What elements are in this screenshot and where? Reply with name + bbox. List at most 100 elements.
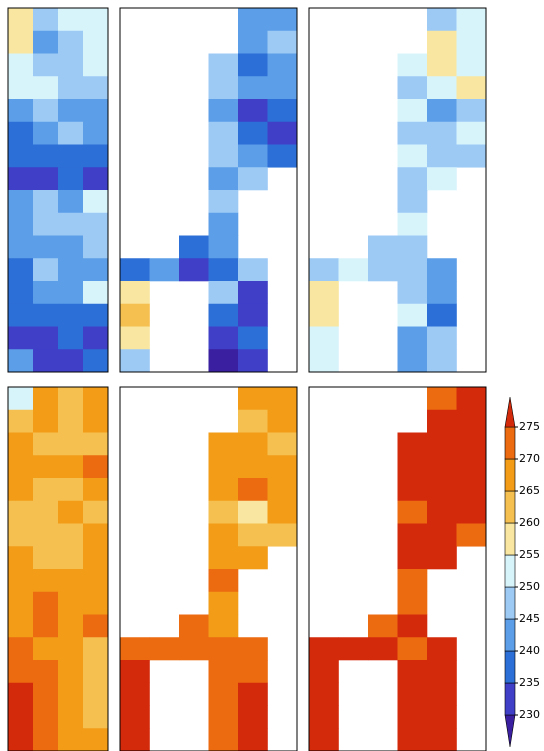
heat-cell <box>8 349 34 373</box>
heat-cell <box>33 144 59 168</box>
heat-cell <box>208 76 239 100</box>
heat-cell <box>83 190 109 214</box>
heat-cell <box>427 144 457 168</box>
heat-cell <box>8 523 34 547</box>
heat-cell <box>33 409 59 433</box>
heat-cell <box>8 682 34 706</box>
colorbar-segment <box>504 618 516 652</box>
heat-cell <box>368 614 398 638</box>
heat-cell <box>208 99 239 123</box>
heat-cell <box>83 76 109 100</box>
heat-cell <box>33 30 59 54</box>
heat-cell <box>8 99 34 123</box>
heat-cell <box>120 326 150 350</box>
heat-cell <box>58 99 84 123</box>
heat-cell <box>208 212 239 236</box>
heat-cell <box>208 614 239 638</box>
heat-cell <box>397 614 428 638</box>
heat-cell <box>58 30 84 54</box>
heat-cell <box>83 660 109 684</box>
heat-cell <box>238 387 268 411</box>
heat-cell <box>58 387 84 411</box>
colorbar-segment <box>504 650 516 684</box>
heat-cell <box>208 303 239 327</box>
heat-cell <box>58 637 84 661</box>
heat-cell <box>8 8 34 32</box>
heat-cell <box>397 591 428 615</box>
heat-cell <box>83 500 109 524</box>
heat-cell <box>397 53 428 77</box>
heat-cell <box>267 432 298 456</box>
heat-cell <box>456 455 487 479</box>
heat-cell <box>397 478 428 502</box>
heat-cell <box>427 705 457 729</box>
heat-cell <box>309 281 339 305</box>
heat-cell <box>397 235 428 259</box>
colorbar-segment <box>504 522 516 556</box>
heat-cell <box>238 349 268 373</box>
heat-cell <box>58 8 84 32</box>
heat-cell <box>267 8 298 32</box>
heat-cell <box>208 682 239 706</box>
heat-cell <box>33 682 59 706</box>
heat-cell <box>397 167 428 191</box>
heat-cell <box>267 387 298 411</box>
heat-cell <box>456 121 487 145</box>
colorbar-segment <box>504 490 516 524</box>
heat-cell <box>8 546 34 570</box>
heat-cell <box>208 53 239 77</box>
heat-cell <box>427 281 457 305</box>
heat-cell <box>33 614 59 638</box>
heat-cell <box>58 409 84 433</box>
heat-cell <box>33 705 59 729</box>
heat-cell <box>8 500 34 524</box>
heat-cell <box>8 660 34 684</box>
heat-cell <box>179 637 209 661</box>
heat-cell <box>8 190 34 214</box>
heat-cell <box>120 349 150 373</box>
heat-cell <box>120 660 150 684</box>
heat-cell <box>427 53 457 77</box>
heat-cell <box>309 326 339 350</box>
heat-cell <box>33 190 59 214</box>
heat-cell <box>238 660 268 684</box>
heat-cell <box>33 432 59 456</box>
heat-cell <box>208 728 239 751</box>
heat-cell <box>8 326 34 350</box>
heat-cell <box>456 409 487 433</box>
heat-cell <box>33 76 59 100</box>
heat-cell <box>208 432 239 456</box>
heat-cell <box>83 167 109 191</box>
heat-cell <box>208 637 239 661</box>
heat-cell <box>8 591 34 615</box>
heat-cell <box>238 523 268 547</box>
heat-cell <box>427 409 457 433</box>
heat-cell <box>58 478 84 502</box>
heat-cell <box>83 303 109 327</box>
heat-cell <box>338 258 369 282</box>
heat-cell <box>8 387 34 411</box>
heat-cell <box>208 500 239 524</box>
heat-cell <box>238 682 268 706</box>
heat-cell <box>267 500 298 524</box>
colorbar-tick-label: 255 <box>519 548 540 561</box>
colorbar-tick-label: 260 <box>519 516 540 529</box>
heat-cell <box>397 144 428 168</box>
heat-cell <box>397 258 428 282</box>
heat-cell <box>58 569 84 593</box>
heat-cell <box>83 523 109 547</box>
heat-cell <box>397 500 428 524</box>
heat-cell <box>427 523 457 547</box>
heat-cell <box>208 523 239 547</box>
heat-cell <box>397 212 428 236</box>
panel-frame <box>308 7 487 373</box>
heat-cell <box>368 235 398 259</box>
colorbar-tick-label: 275 <box>519 420 540 433</box>
heat-cell <box>427 432 457 456</box>
panel-frame <box>119 7 298 373</box>
heat-cell <box>8 409 34 433</box>
heat-cell <box>83 235 109 259</box>
heat-cell <box>238 432 268 456</box>
heat-cell <box>238 303 268 327</box>
heat-cell <box>208 190 239 214</box>
